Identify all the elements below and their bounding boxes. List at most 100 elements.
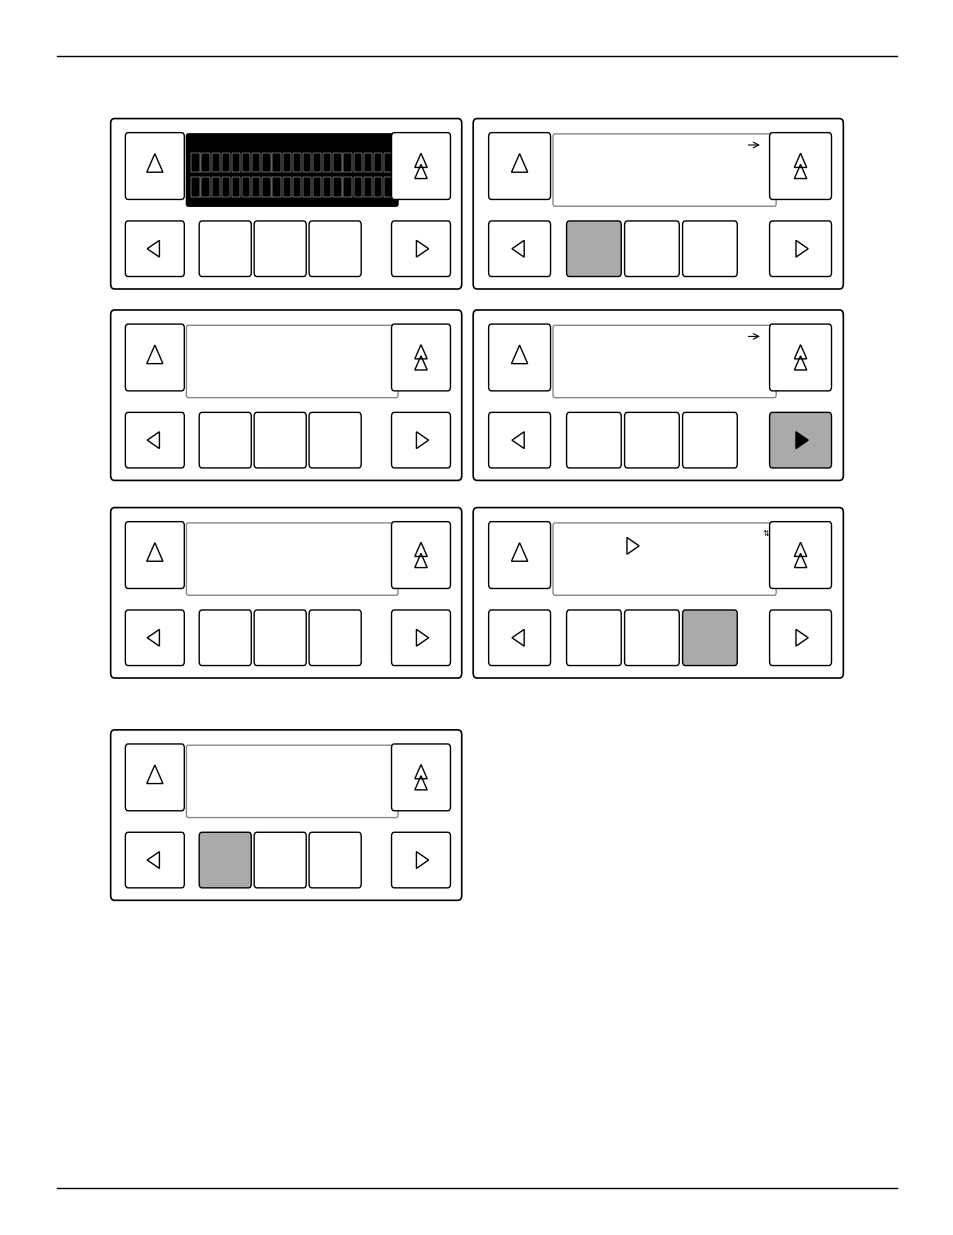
FancyBboxPatch shape xyxy=(125,412,184,468)
FancyBboxPatch shape xyxy=(199,221,251,277)
Bar xyxy=(293,153,301,173)
FancyBboxPatch shape xyxy=(624,412,679,468)
FancyBboxPatch shape xyxy=(488,610,550,666)
FancyBboxPatch shape xyxy=(309,832,361,888)
FancyBboxPatch shape xyxy=(391,132,450,199)
FancyBboxPatch shape xyxy=(391,221,450,277)
FancyBboxPatch shape xyxy=(125,521,184,589)
Bar xyxy=(343,177,352,196)
Bar xyxy=(242,177,250,196)
FancyBboxPatch shape xyxy=(125,324,184,391)
Bar xyxy=(323,177,331,196)
FancyBboxPatch shape xyxy=(553,522,776,595)
Bar xyxy=(232,177,240,196)
Bar xyxy=(333,177,341,196)
Bar xyxy=(383,177,392,196)
Bar xyxy=(363,177,372,196)
FancyBboxPatch shape xyxy=(566,610,620,666)
Bar xyxy=(302,153,311,173)
Bar xyxy=(354,177,361,196)
FancyBboxPatch shape xyxy=(125,610,184,666)
FancyBboxPatch shape xyxy=(111,310,461,480)
Bar xyxy=(343,153,352,173)
FancyBboxPatch shape xyxy=(125,132,184,199)
FancyBboxPatch shape xyxy=(566,412,620,468)
FancyBboxPatch shape xyxy=(624,610,679,666)
FancyBboxPatch shape xyxy=(769,132,831,199)
FancyBboxPatch shape xyxy=(391,832,450,888)
Bar xyxy=(293,177,301,196)
FancyBboxPatch shape xyxy=(391,610,450,666)
Bar xyxy=(313,177,321,196)
FancyBboxPatch shape xyxy=(111,730,461,900)
Bar xyxy=(273,153,280,173)
FancyBboxPatch shape xyxy=(488,412,550,468)
FancyBboxPatch shape xyxy=(473,310,842,480)
Bar xyxy=(192,153,199,173)
Bar xyxy=(374,177,382,196)
FancyBboxPatch shape xyxy=(681,221,737,277)
FancyBboxPatch shape xyxy=(309,610,361,666)
FancyBboxPatch shape xyxy=(111,119,461,289)
Bar xyxy=(221,153,230,173)
Bar xyxy=(282,153,291,173)
Bar xyxy=(333,153,341,173)
FancyBboxPatch shape xyxy=(769,521,831,589)
FancyBboxPatch shape xyxy=(199,610,251,666)
FancyBboxPatch shape xyxy=(309,221,361,277)
FancyBboxPatch shape xyxy=(391,412,450,468)
FancyBboxPatch shape xyxy=(111,508,461,678)
FancyBboxPatch shape xyxy=(488,132,550,199)
Bar xyxy=(252,177,260,196)
Bar xyxy=(313,153,321,173)
FancyBboxPatch shape xyxy=(769,221,831,277)
FancyBboxPatch shape xyxy=(125,221,184,277)
Bar xyxy=(212,153,220,173)
Bar xyxy=(383,153,392,173)
FancyBboxPatch shape xyxy=(253,610,306,666)
FancyBboxPatch shape xyxy=(199,412,251,468)
Bar xyxy=(262,177,271,196)
FancyBboxPatch shape xyxy=(681,412,737,468)
Bar xyxy=(242,153,250,173)
FancyBboxPatch shape xyxy=(488,521,550,589)
Bar xyxy=(262,153,271,173)
Bar xyxy=(221,177,230,196)
Bar xyxy=(282,177,291,196)
Bar xyxy=(374,153,382,173)
FancyBboxPatch shape xyxy=(553,133,776,206)
Text: ⇅: ⇅ xyxy=(761,529,769,538)
FancyBboxPatch shape xyxy=(391,324,450,391)
Bar xyxy=(192,177,199,196)
FancyBboxPatch shape xyxy=(769,324,831,391)
FancyBboxPatch shape xyxy=(473,508,842,678)
FancyBboxPatch shape xyxy=(391,521,450,589)
FancyBboxPatch shape xyxy=(488,324,550,391)
FancyBboxPatch shape xyxy=(769,610,831,666)
FancyBboxPatch shape xyxy=(553,325,776,398)
Bar xyxy=(273,177,280,196)
Bar xyxy=(252,153,260,173)
FancyBboxPatch shape xyxy=(624,221,679,277)
Bar xyxy=(363,153,372,173)
FancyBboxPatch shape xyxy=(566,221,620,277)
Bar xyxy=(302,177,311,196)
FancyBboxPatch shape xyxy=(199,832,251,888)
Bar xyxy=(201,153,210,173)
FancyBboxPatch shape xyxy=(309,412,361,468)
FancyBboxPatch shape xyxy=(186,325,397,398)
FancyBboxPatch shape xyxy=(186,133,397,206)
FancyBboxPatch shape xyxy=(253,832,306,888)
FancyBboxPatch shape xyxy=(186,745,397,818)
FancyBboxPatch shape xyxy=(473,119,842,289)
FancyBboxPatch shape xyxy=(125,743,184,810)
FancyBboxPatch shape xyxy=(769,412,831,468)
FancyBboxPatch shape xyxy=(681,610,737,666)
Bar xyxy=(232,153,240,173)
Bar xyxy=(212,177,220,196)
FancyBboxPatch shape xyxy=(253,412,306,468)
Polygon shape xyxy=(795,432,807,448)
Bar xyxy=(323,153,331,173)
Bar xyxy=(354,153,361,173)
FancyBboxPatch shape xyxy=(391,743,450,810)
